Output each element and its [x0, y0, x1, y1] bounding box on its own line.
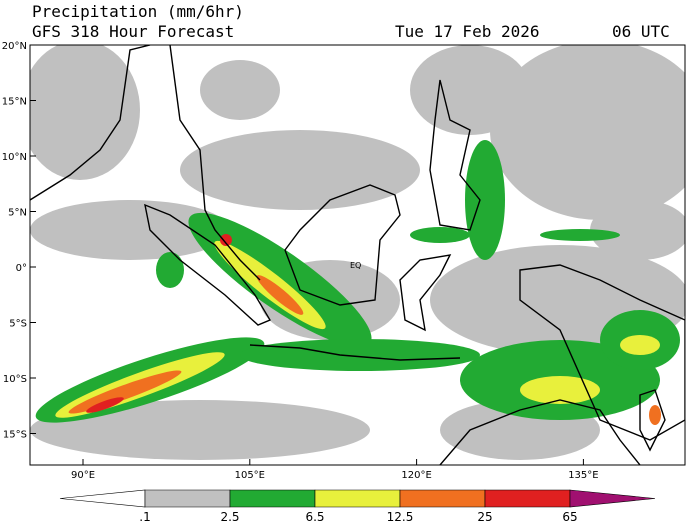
colorbar-swatch — [484, 489, 571, 508]
extreme-precip — [86, 234, 232, 413]
map: EQ 20°N 15°N 10°N 5°N 0° 5°S 10°S 15°S 90°E 105°E… — [2, 41, 686, 481]
subtitle: GFS 318 Hour Forecast — [32, 22, 234, 41]
colorbar-label: 25 — [477, 510, 492, 524]
colorbar-swatch — [229, 489, 316, 508]
lon-label: 90°E — [71, 470, 95, 481]
lat-label: 15°S — [3, 430, 27, 441]
colorbar-label: 12.5 — [387, 510, 414, 524]
title: Precipitation (mm/6hr) — [32, 2, 244, 21]
colorbar-label: 65 — [562, 510, 577, 524]
time: 06 UTC — [612, 22, 670, 41]
colorbar-label: 2.5 — [220, 510, 239, 524]
colorbar-label: .1 — [139, 510, 150, 524]
colorbar-swatch — [144, 489, 231, 508]
lon-label: 120°E — [401, 470, 431, 481]
colorbar-label: 6.5 — [305, 510, 324, 524]
coastlines — [30, 45, 685, 465]
lat-label: 10°N — [2, 152, 27, 163]
lat-label: 5°N — [8, 208, 27, 219]
lat-label: 15°N — [2, 97, 27, 108]
colorbar-swatch — [569, 489, 656, 508]
colorbar-swatch — [399, 489, 486, 508]
equator-label: EQ — [350, 261, 361, 270]
lat-label: 5°S — [9, 319, 27, 330]
colorbar-swatch — [59, 489, 146, 508]
very-heavy-precip — [68, 275, 661, 425]
date: Tue 17 Feb 2026 — [395, 22, 540, 41]
colorbar: .1 2.5 6.5 12.5 25 65 — [59, 489, 656, 524]
lon-label: 135°E — [568, 470, 598, 481]
lat-label: 10°S — [3, 374, 27, 385]
lat-label: 20°N — [2, 41, 27, 52]
lon-label: 105°E — [235, 470, 265, 481]
lat-label: 0° — [16, 263, 27, 274]
colorbar-swatch — [314, 489, 401, 508]
